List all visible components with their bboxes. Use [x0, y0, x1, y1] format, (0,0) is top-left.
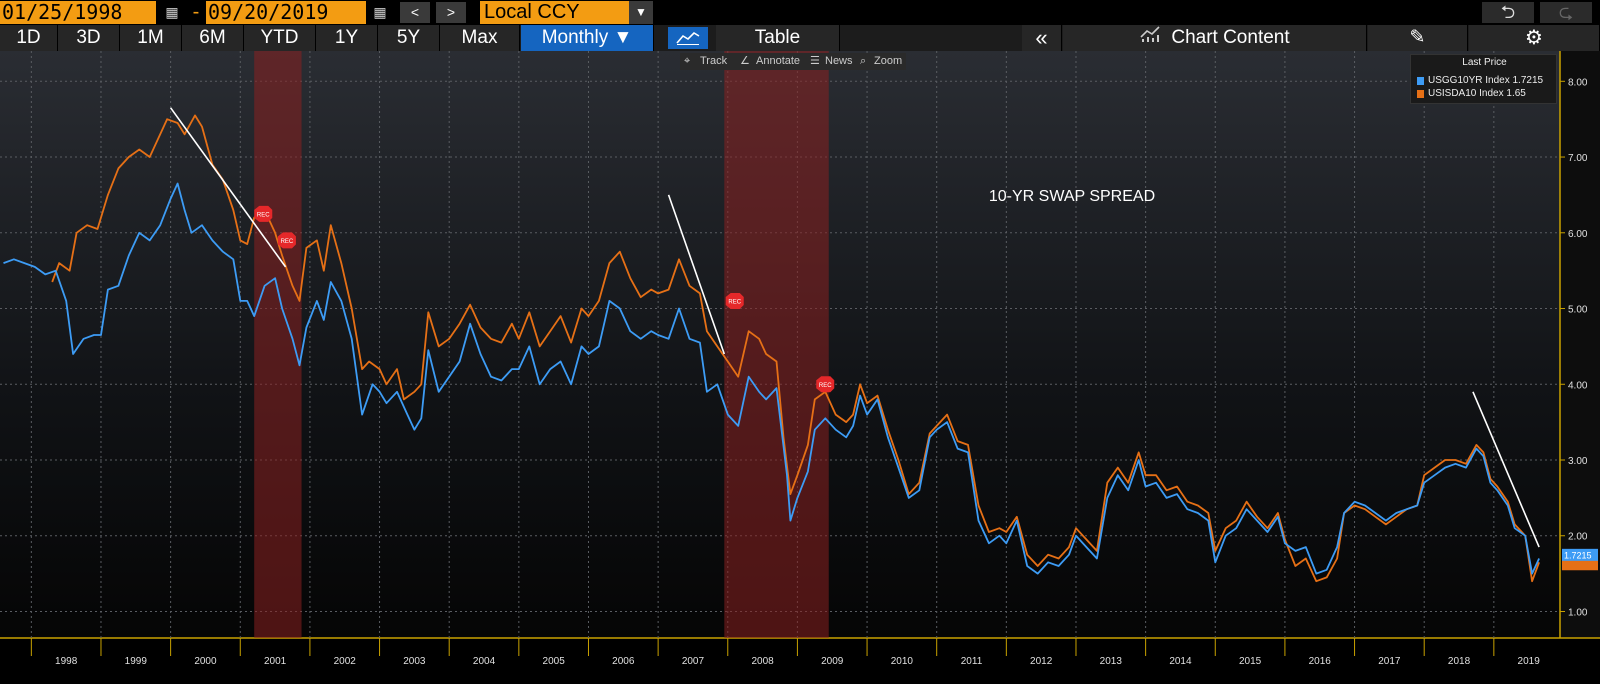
series-line-usisda10 — [51, 114, 1540, 583]
x-tick-label: 2002 — [334, 656, 357, 667]
pencil-icon: ∠ — [740, 55, 750, 67]
x-tick-label: 2007 — [682, 656, 705, 667]
chart-annotation: 10-YR SWAP SPREAD — [989, 188, 1155, 205]
date-range-toolbar: 01/25/1998 ▦ - 09/20/2019 ▦ < > Local CC… — [0, 0, 1600, 25]
prev-period-button[interactable]: < — [400, 2, 430, 23]
series-line-usgg10yr — [3, 182, 1540, 575]
tab-max[interactable]: Max — [440, 25, 520, 51]
x-tick-label: 2010 — [891, 656, 914, 667]
trend-line — [667, 194, 726, 355]
tab-ytd[interactable]: YTD — [244, 25, 316, 51]
recession-marker-label: REC — [819, 383, 832, 389]
trend-line — [169, 107, 287, 268]
table-button[interactable]: Table — [716, 25, 840, 51]
calendar-icon[interactable]: ▦ — [165, 4, 179, 20]
x-axis-background — [0, 638, 1600, 684]
recession-marker — [254, 205, 273, 222]
line-chart-icon[interactable] — [668, 27, 708, 49]
y-tick-label: 7.00 — [1568, 153, 1588, 164]
x-tick-label: 2009 — [821, 656, 844, 667]
legend-swatch-usgg10yr — [1417, 77, 1424, 85]
chart-content-label: Chart Content — [1171, 27, 1290, 49]
x-tick-label: 2014 — [1169, 656, 1192, 667]
undo-button[interactable]: ⮌ — [1482, 2, 1534, 23]
news-button[interactable]: News — [825, 55, 853, 67]
track-icon: ⌖ — [684, 55, 691, 67]
recession-marker-label: REC — [281, 239, 294, 245]
bar-line-chart-icon — [1139, 25, 1161, 51]
x-tick-label: 2013 — [1100, 656, 1123, 667]
x-tick-label: 1999 — [125, 656, 148, 667]
annotate-button[interactable]: Annotate — [756, 55, 801, 67]
y-tick-label: 4.00 — [1568, 380, 1588, 391]
last-price-label-usgg10yr: 1.7215 — [1564, 550, 1592, 560]
x-tick-label: 2004 — [473, 656, 496, 667]
x-tick-label: 2011 — [961, 656, 983, 667]
x-tick-label: 2017 — [1378, 656, 1401, 667]
x-tick-label: 2015 — [1239, 656, 1262, 667]
y-tick-label: 6.00 — [1568, 229, 1588, 240]
last-price-badge-usgg10yr — [1562, 548, 1598, 561]
chevron-down-icon[interactable]: ▼ — [629, 1, 653, 24]
end-date-input[interactable]: 09/20/2019 — [206, 1, 366, 24]
collapse-button[interactable]: « — [1022, 25, 1062, 51]
x-tick-label: 2006 — [612, 656, 635, 667]
date-separator: - — [192, 1, 200, 23]
recession-marker-label: REC — [257, 212, 270, 218]
x-tick-label: 1998 — [55, 656, 78, 667]
legend-item-usgg10yr: USGG10YR Index 1.7215 — [1428, 75, 1544, 86]
frequency-select[interactable]: Monthly ▼ — [521, 25, 654, 51]
tab-1y[interactable]: 1Y — [316, 25, 378, 51]
track-button[interactable]: Track — [700, 55, 728, 67]
currency-select[interactable]: Local CCY — [480, 1, 629, 24]
zoom-button[interactable]: Zoom — [874, 55, 903, 67]
range-tabs-toolbar: 1D 3D 1M 6M YTD 1Y 5Y Max Monthly ▼ Tabl… — [0, 25, 1600, 51]
x-tick-label: 2018 — [1448, 656, 1471, 667]
chart-content-button[interactable]: Chart Content — [1063, 25, 1367, 51]
tab-3d[interactable]: 3D — [58, 25, 120, 51]
recession-marker-label: REC — [728, 299, 741, 305]
legend-title: Last Price — [1462, 57, 1507, 68]
y-tick-label: 8.00 — [1568, 77, 1588, 88]
y-axis-background — [1560, 51, 1600, 638]
legend-swatch-usisda10 — [1417, 90, 1424, 98]
recession-marker — [816, 376, 835, 393]
x-tick-label: 2012 — [1030, 656, 1053, 667]
tab-1m[interactable]: 1M — [120, 25, 182, 51]
y-tick-label: 5.00 — [1568, 305, 1588, 316]
next-period-button[interactable]: > — [436, 2, 466, 23]
tab-5y[interactable]: 5Y — [378, 25, 440, 51]
start-date-input[interactable]: 01/25/1998 — [0, 1, 156, 24]
x-tick-label: 2016 — [1309, 656, 1332, 667]
line-chart[interactable]: REC REC REC REC 1998 1999 2000 2001 2002 2003 200… — [0, 51, 1600, 684]
x-tick-label: 2000 — [194, 656, 217, 667]
zoom-icon: ⌕ — [860, 55, 867, 67]
chart-area[interactable]: REC REC REC REC 1998 1999 2000 2001 2002 2003 200… — [0, 51, 1600, 684]
last-price-badge-usisda10 — [1562, 560, 1598, 571]
x-tick-label: 2019 — [1518, 656, 1541, 667]
tab-1d[interactable]: 1D — [0, 25, 58, 51]
news-icon: ☰ — [810, 55, 820, 67]
legend-item-usisda10: USISDA10 Index 1.65 — [1428, 88, 1526, 99]
trend-line — [1472, 391, 1540, 548]
x-tick-label: 2008 — [751, 656, 774, 667]
calendar-icon[interactable]: ▦ — [373, 4, 387, 20]
recession-band — [724, 51, 829, 638]
tab-6m[interactable]: 6M — [182, 25, 244, 51]
legend: Last Price USGG10YR Index 1.7215 USISDA1… — [1410, 54, 1557, 104]
x-tick-label: 2003 — [403, 656, 426, 667]
x-tick-label: 2001 — [264, 656, 287, 667]
recession-marker — [725, 292, 744, 309]
chart-subtoolbar: ⌖ Track ∠ Annotate ☰ News ⌕ Zoom — [680, 53, 906, 70]
recession-marker — [277, 232, 296, 249]
y-tick-label: 3.00 — [1568, 456, 1588, 467]
y-tick-label: 1.00 — [1568, 607, 1588, 618]
y-tick-label: 2.00 — [1568, 532, 1588, 543]
redo-button[interactable]: ⮎ — [1540, 2, 1592, 23]
pencil-icon[interactable]: ✎ — [1368, 25, 1468, 51]
gear-icon[interactable]: ⚙ — [1469, 25, 1600, 51]
x-tick-label: 2005 — [543, 656, 566, 667]
